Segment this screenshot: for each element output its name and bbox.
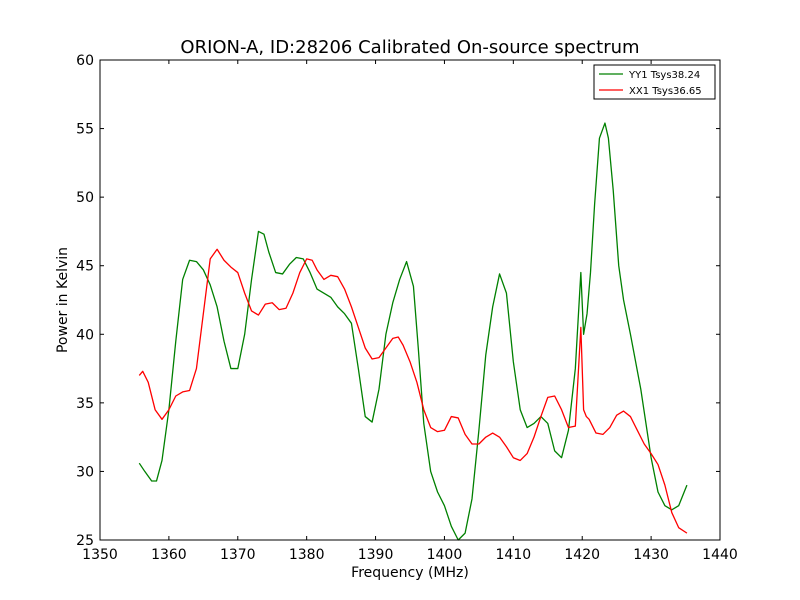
y-tick-label: 60	[76, 53, 94, 69]
y-tick-label: 25	[76, 533, 94, 549]
x-tick-label: 1420	[564, 547, 600, 563]
x-tick-label: 1400	[427, 547, 463, 563]
y-tick-label: 50	[76, 190, 94, 206]
y-tick-label: 35	[76, 396, 94, 412]
x-tick-label: 1390	[358, 547, 394, 563]
series-line-yy1	[138, 122, 688, 541]
y-tick-label: 40	[76, 327, 94, 343]
x-tick-label: 1350	[82, 547, 118, 563]
y-axis-label: Power in Kelvin	[55, 247, 71, 353]
legend-label-xx1: XX1 Tsys36.65	[629, 86, 702, 97]
chart-title: ORION-A, ID:28206 Calibrated On-source s…	[180, 37, 639, 58]
x-tick-label: 1430	[633, 547, 669, 563]
x-tick-label: 1380	[289, 547, 325, 563]
plot-frame	[99, 59, 721, 541]
x-tick-label: 1410	[496, 547, 532, 563]
y-tick-label: 55	[76, 122, 94, 138]
legend: YY1 Tsys38.24 XX1 Tsys36.65	[593, 64, 716, 100]
y-tick-label: 45	[76, 259, 94, 275]
x-axis-label: Frequency (MHz)	[351, 565, 469, 581]
x-tick-label: 1370	[220, 547, 256, 563]
legend-box	[593, 64, 716, 100]
y-tick-label: 30	[76, 464, 94, 480]
plot-area: 1350 1360 1370 1380 1390 1400 1410 1420 1430 1440…	[76, 53, 738, 563]
x-tick-label: 1360	[151, 547, 187, 563]
x-tick-label: 1440	[702, 547, 738, 563]
series-line-xx1	[138, 248, 688, 534]
legend-label-yy1: YY1 Tsys38.24	[628, 70, 700, 81]
